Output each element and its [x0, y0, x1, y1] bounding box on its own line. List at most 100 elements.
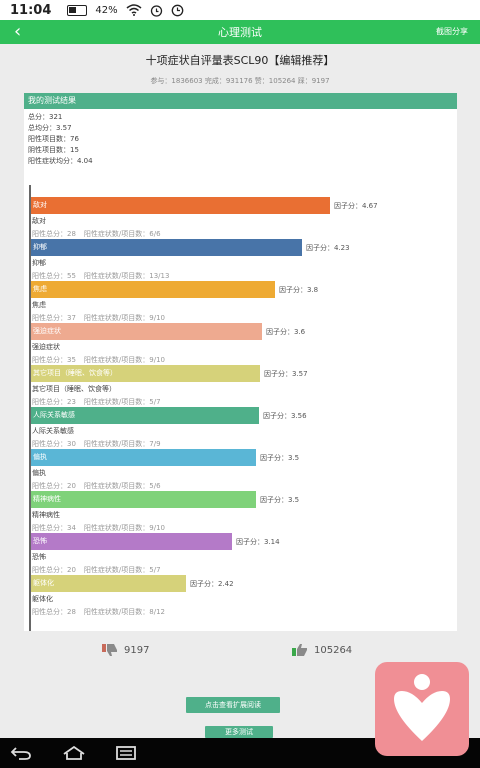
- factor-bar: 偏执: [31, 449, 256, 466]
- factor-positive-total: 阳性总分：55: [32, 272, 76, 280]
- factor-positive-total: 阳性总分：28: [32, 608, 76, 616]
- factor-row: 敌对 因子分：4.67 敌对阳性总分：28 阳性症状数/项目数：6/6: [31, 197, 457, 239]
- factor-row: 抑郁 因子分：4.23 抑郁阳性总分：55 阳性症状数/项目数：13/13: [31, 239, 457, 281]
- factor-bar-label: 其它项目（睡眠、饮食等）: [33, 369, 117, 377]
- home-nav-icon[interactable]: [62, 746, 86, 760]
- factor-score-value: 3.14: [264, 538, 280, 546]
- back-nav-icon[interactable]: [10, 746, 32, 760]
- summary-positive-count: 阳性项目数：76: [28, 135, 79, 143]
- factor-score-value: 3.56: [291, 412, 307, 420]
- like-button[interactable]: 105264: [291, 643, 352, 657]
- factor-positive-total: 阳性总分：20: [32, 566, 76, 574]
- factor-score: 因子分：2.42: [190, 579, 234, 589]
- factor-name: 抑郁: [32, 259, 46, 267]
- result-card-header: 我的测试结果: [24, 93, 457, 109]
- factor-symptom-ratio: 阳性症状数/项目数：5/7: [83, 566, 161, 574]
- factor-score-prefix: 因子分：: [334, 202, 362, 210]
- factor-score-prefix: 因子分：: [260, 496, 288, 504]
- factor-bar: 强迫症状: [31, 323, 262, 340]
- factor-meta: 阳性总分：35 阳性症状数/项目数：9/10: [31, 355, 457, 365]
- factor-score-value: 3.8: [307, 286, 319, 294]
- factor-row: 焦虑 因子分：3.8 焦虑 阳性总分：37 阳性症状数/项目数：9/10: [31, 281, 457, 323]
- factor-bar: 恐怖: [31, 533, 232, 550]
- factor-bar: 其它项目（睡眠、饮食等）: [31, 365, 260, 382]
- factor-row: 强迫症状 因子分：3.6 强迫症状 阳性总分：35 阳性症状数/项目数：9/10: [31, 323, 457, 365]
- factor-bar: 抑郁: [31, 239, 302, 256]
- factor-symptom-ratio: 阳性症状数/项目数：6/6: [83, 230, 161, 238]
- test-stats: 参与：1836603 完成：931176 赞：105264 踩：9197: [150, 77, 330, 85]
- like-count: 105264: [314, 644, 353, 656]
- factor-symptom-ratio: 阳性症状数/项目数：9/10: [83, 314, 165, 322]
- factor-bar-label: 敌对: [33, 201, 47, 209]
- factor-score-value: 3.57: [292, 370, 308, 378]
- factor-bar: 敌对: [31, 197, 330, 214]
- factor-name: 偏执: [32, 469, 46, 477]
- factor-symptom-ratio: 阳性症状数/项目数：5/7: [83, 398, 161, 406]
- factor-bar-label: 抑郁: [33, 243, 47, 251]
- battery-level: 42%: [95, 4, 118, 16]
- factor-meta: 阳性总分：37 阳性症状数/项目数：9/10: [31, 313, 457, 323]
- factor-score-prefix: 因子分：: [264, 370, 292, 378]
- factor-score: 因子分：3.8: [279, 285, 318, 295]
- factor-positive-total: 阳性总分：30: [32, 440, 76, 448]
- factor-positive-total: 阳性总分：23: [32, 398, 76, 406]
- factor-bar: 躯体化: [31, 575, 186, 592]
- more-tests-button[interactable]: 更多测试: [205, 726, 273, 738]
- factor-row: 人际关系敏感 因子分：3.56 人际关系敏感 阳性总分：30 阳性症状数/项目数：7/9: [31, 407, 457, 449]
- alarm-icon: [150, 4, 162, 17]
- back-button[interactable]: ‹: [14, 21, 22, 42]
- factor-row: 精神病性 因子分：3.5 精神病性阳性总分：34 阳性症状数/项目数：9/10: [31, 491, 457, 533]
- result-card: 我的测试结果 总分：321 总均分：3.57 阳性项目数：76 阴性项目数：15…: [24, 93, 457, 631]
- screenshot-share-button[interactable]: 截图分享: [436, 27, 468, 36]
- app-heart-logo: [375, 662, 469, 756]
- dislike-button[interactable]: 9197: [101, 643, 149, 657]
- factor-symptom-ratio: 阳性症状数/项目数：8/12: [83, 608, 165, 616]
- factor-score-prefix: 因子分：: [279, 286, 307, 294]
- extended-reading-button[interactable]: 点击查看扩展阅读: [186, 697, 280, 713]
- summary-positive-average: 阳性症状均分：4.04: [28, 157, 93, 165]
- factor-meta: 阳性总分：28 阳性症状数/项目数：6/6: [31, 229, 457, 239]
- factor-meta: 阳性总分：28 阳性症状数/项目数：8/12: [31, 607, 457, 617]
- factor-row: 躯体化 因子分：2.42 躯体化 阳性总分：28 阳性症状数/项目数：8/12: [31, 575, 457, 617]
- factor-bar-label: 人际关系敏感: [33, 411, 75, 419]
- wifi-icon: [126, 4, 142, 16]
- result-summary: 总分：321 总均分：3.57 阳性项目数：76 阴性项目数：15 阳性症状均分…: [24, 109, 457, 167]
- status-time: 11:04: [10, 2, 52, 18]
- title-bar: ‹ 心理测试 截图分享: [0, 20, 480, 44]
- factor-score: 因子分：3.5: [260, 495, 299, 505]
- factor-bar-label: 躯体化: [33, 579, 54, 587]
- factor-score-prefix: 因子分：: [236, 538, 264, 546]
- factor-score: 因子分：4.67: [334, 201, 378, 211]
- factor-name: 其它项目（睡眠、饮食等）: [32, 385, 116, 393]
- summary-negative-count: 阴性项目数：15: [28, 146, 79, 154]
- factor-row: 偏执 因子分：3.5 偏执 阳性总分：20 阳性症状数/项目数：5/6: [31, 449, 457, 491]
- summary-total: 总分：321: [28, 113, 63, 121]
- factor-score-value: 4.23: [334, 244, 350, 252]
- factor-score-value: 3.6: [294, 328, 306, 336]
- factor-symptom-ratio: 阳性症状数/项目数：13/13: [83, 272, 170, 280]
- factor-score-prefix: 因子分：: [306, 244, 334, 252]
- factor-bar-label: 焦虑: [33, 285, 47, 293]
- factor-row: 其它项目（睡眠、饮食等） 因子分：3.57 其它项目（睡眠、饮食等） 阳性总分：23 阳…: [31, 365, 457, 407]
- factor-score-prefix: 因子分：: [190, 580, 218, 588]
- factor-name: 恐怖: [32, 553, 46, 561]
- factor-name: 敌对: [32, 217, 46, 225]
- factor-meta: 阳性总分：23 阳性症状数/项目数：5/7: [31, 397, 457, 407]
- factor-positive-total: 阳性总分：28: [32, 230, 76, 238]
- factor-symptom-ratio: 阳性症状数/项目数：9/10: [83, 356, 165, 364]
- factor-positive-total: 阳性总分：34: [32, 524, 76, 532]
- factor-positive-total: 阳性总分：35: [32, 356, 76, 364]
- factor-positive-total: 阳性总分：20: [32, 482, 76, 490]
- test-name: 十项症状自评量表SCL90【编辑推荐】: [145, 54, 335, 67]
- factor-meta: 阳性总分：20 阳性症状数/项目数：5/6: [31, 481, 457, 491]
- factor-name: 强迫症状: [32, 343, 60, 351]
- factor-meta: 阳性总分：30 阳性症状数/项目数：7/9: [31, 439, 457, 449]
- factor-meta: 阳性总分：55 阳性症状数/项目数：13/13: [31, 271, 457, 281]
- factor-symptom-ratio: 阳性症状数/项目数：9/10: [83, 524, 165, 532]
- factor-bar-label: 精神病性: [33, 495, 61, 503]
- factor-name: 精神病性: [32, 511, 60, 519]
- factor-score-prefix: 因子分：: [266, 328, 294, 336]
- factor-bar-label: 偏执: [33, 453, 47, 461]
- factor-score: 因子分：3.57: [264, 369, 308, 379]
- recent-apps-nav-icon[interactable]: [116, 746, 136, 760]
